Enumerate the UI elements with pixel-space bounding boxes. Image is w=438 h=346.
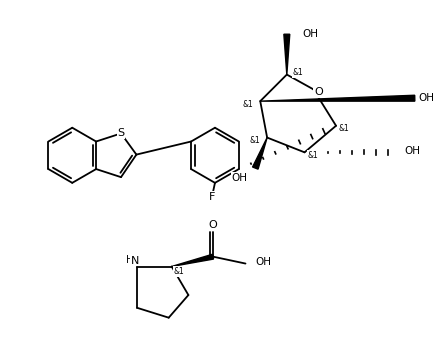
Text: O: O <box>314 87 323 97</box>
Text: N: N <box>131 256 139 266</box>
Text: F: F <box>209 192 215 202</box>
Text: OH: OH <box>303 29 318 39</box>
Polygon shape <box>172 254 214 266</box>
Text: S: S <box>117 128 124 138</box>
Text: &1: &1 <box>307 151 318 160</box>
Text: &1: &1 <box>243 100 253 109</box>
Text: OH: OH <box>255 257 271 266</box>
Polygon shape <box>260 95 415 101</box>
Text: &1: &1 <box>339 124 350 133</box>
Text: OH: OH <box>404 146 420 156</box>
Text: O: O <box>208 220 217 230</box>
Text: H: H <box>126 255 133 265</box>
Polygon shape <box>284 34 290 75</box>
Text: &1: &1 <box>249 136 260 145</box>
Text: OH: OH <box>419 93 434 103</box>
Polygon shape <box>253 138 267 169</box>
Text: OH: OH <box>232 173 247 183</box>
Text: &1: &1 <box>293 68 304 77</box>
Text: &1: &1 <box>173 267 184 276</box>
